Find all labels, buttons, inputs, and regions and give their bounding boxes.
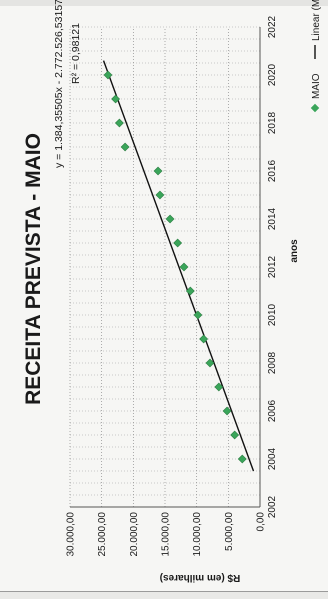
y-tick-labels: 0,00 5.000,00 10.000,00 15.000,00 20.000,00 2…: [66, 512, 267, 557]
data-point: [155, 190, 165, 200]
x-tick-label: 2018: [267, 111, 278, 134]
data-point: [120, 142, 130, 152]
y-tick-label: 30.000,00: [66, 512, 77, 557]
x-tick-label: 2022: [267, 15, 278, 38]
trendline-group: [102, 60, 255, 472]
trendline: [102, 60, 255, 472]
y-axis-label: R$ (em milhares): [160, 572, 241, 583]
data-point: [237, 454, 247, 464]
x-tick-label: 2006: [267, 399, 278, 422]
x-tick-label: 2008: [267, 351, 278, 374]
r-squared-label: R² = 0,98121: [70, 23, 82, 84]
y-tick-label: 15.000,00: [161, 512, 172, 557]
data-point: [214, 382, 224, 392]
x-axis-label: anos: [289, 239, 300, 263]
data-point: [222, 406, 232, 416]
data-point: [153, 166, 163, 176]
y-tick-label: 5.000,00: [224, 512, 235, 551]
data-point: [193, 310, 203, 320]
data-point: [185, 286, 195, 296]
data-point: [230, 430, 240, 440]
data-points: [103, 70, 247, 464]
y-tick-label: 20.000,00: [129, 512, 140, 557]
y-tick-label: 0,00: [256, 512, 267, 532]
scan-edge-top: [0, 0, 328, 6]
x-tick-label: 2004: [267, 447, 278, 470]
data-point: [205, 358, 215, 368]
y-tick-label: 10.000,00: [192, 512, 203, 557]
x-tick-labels: 2002 2004 2006 2008 2010 2012 2014 2016 2018 2020…: [267, 15, 278, 518]
x-tick-label: 2002: [267, 495, 278, 518]
data-point: [199, 334, 209, 344]
data-point: [103, 70, 113, 80]
y-tick-label: 25.000,00: [97, 512, 108, 557]
legend-marker-maio: [310, 103, 320, 113]
x-tick-label: 2016: [267, 159, 278, 182]
axes: [70, 27, 261, 508]
x-tick-label: 2010: [267, 303, 278, 326]
legend-label-maio: MAIO: [311, 73, 322, 99]
data-point: [114, 118, 124, 128]
x-tick-label: 2014: [267, 207, 278, 230]
scan-edge-bottom: [0, 591, 328, 599]
trendline-equation: y = 1.384,35505x - 2.772.526,53157: [53, 0, 65, 168]
data-point: [165, 214, 175, 224]
data-point: [111, 94, 121, 104]
x-tick-label: 2020: [267, 63, 278, 86]
legend: MAIO Linear (MAIO): [310, 0, 322, 113]
x-tick-label: 2012: [267, 255, 278, 278]
data-point: [179, 262, 189, 272]
chart-title: RECEITA PREVISTA - MAIO: [22, 133, 45, 405]
data-point: [173, 238, 183, 248]
legend-label-linear: Linear (MAIO): [311, 0, 322, 41]
